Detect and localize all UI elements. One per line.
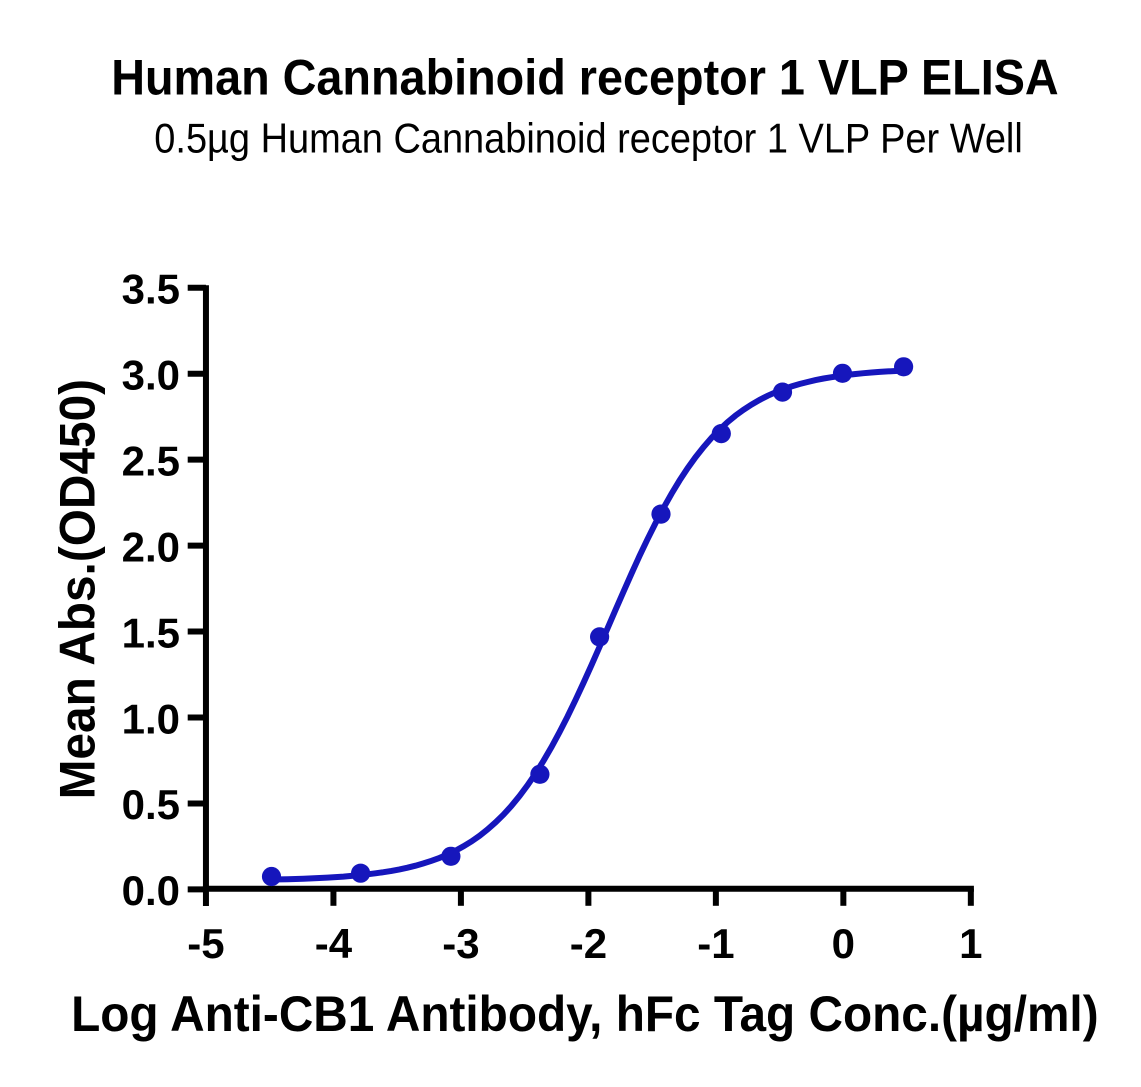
svg-text:1.0: 1.0 — [122, 695, 180, 742]
svg-text:0: 0 — [832, 920, 855, 967]
svg-text:0.0: 0.0 — [122, 867, 180, 914]
svg-text:2.5: 2.5 — [122, 437, 180, 484]
svg-text:Log Anti-CB1 Antibody, hFc Tag: Log Anti-CB1 Antibody, hFc Tag Conc.(µg/… — [71, 986, 1099, 1042]
svg-text:3.5: 3.5 — [122, 266, 180, 313]
svg-text:-4: -4 — [315, 920, 353, 967]
svg-text:0.5: 0.5 — [122, 781, 180, 828]
svg-text:Human Cannabinoid receptor 1 V: Human Cannabinoid receptor 1 VLP ELISA — [111, 50, 1058, 106]
svg-text:-1: -1 — [697, 920, 734, 967]
svg-text:2.0: 2.0 — [122, 523, 180, 570]
svg-text:Mean Abs.(OD450): Mean Abs.(OD450) — [49, 379, 105, 800]
svg-text:-2: -2 — [570, 920, 607, 967]
svg-text:0.5µg Human Cannabinoid recept: 0.5µg Human Cannabinoid receptor 1 VLP P… — [154, 115, 1023, 162]
svg-text:1: 1 — [959, 920, 982, 967]
svg-text:-3: -3 — [442, 920, 479, 967]
svg-text:1.5: 1.5 — [122, 609, 180, 656]
svg-text:-5: -5 — [187, 920, 224, 967]
svg-text:3.0: 3.0 — [122, 352, 180, 399]
